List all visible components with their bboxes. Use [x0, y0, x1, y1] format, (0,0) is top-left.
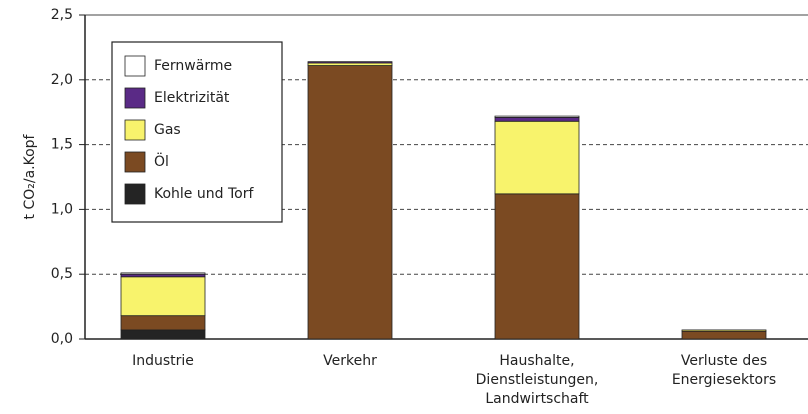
bar-segment [494, 116, 580, 122]
bar-segment [120, 329, 206, 340]
y-tick-label: 2,0 [51, 72, 73, 88]
bar-segment [120, 315, 206, 331]
bar-segment [307, 65, 393, 340]
legend-label: Elektrizität [154, 90, 230, 106]
legend-swatch [124, 87, 146, 109]
legend-swatch [124, 151, 146, 173]
y-tick-label: 1,0 [51, 201, 73, 217]
bar-segment [494, 120, 580, 195]
legend-label: Fernwärme [154, 58, 232, 74]
bar-segment [681, 330, 767, 340]
legend-swatch [124, 119, 146, 141]
x-tick-label: Verluste des Energiesektors [672, 353, 776, 388]
legend-label: Kohle und Torf [154, 186, 254, 202]
x-tick-label: Industrie [132, 353, 194, 369]
bar-segment [120, 272, 206, 275]
y-tick-label: 0,0 [51, 331, 73, 347]
y-tick-label: 1,5 [51, 137, 73, 153]
legend-label: Öl [154, 152, 169, 170]
bar-segment [307, 61, 393, 64]
legend-label: Gas [154, 122, 181, 138]
legend: Kohle und Torf Öl Gas Elektrizität Fernwärme [111, 41, 283, 223]
legend-swatch [124, 55, 146, 77]
x-tick-label: Haushalte, Dienstleistungen, Landwirtschaf… [476, 353, 599, 407]
y-axis-label: t CO₂/a.Kopf [22, 133, 38, 219]
y-tick-label: 2,5 [51, 7, 73, 23]
bar-segment [494, 115, 580, 118]
bar-segment [681, 329, 767, 332]
bar-segment [120, 276, 206, 317]
legend-swatch [124, 183, 146, 205]
bar-segment [494, 193, 580, 340]
y-tick-label: 0,5 [51, 266, 73, 282]
x-tick-label: Verkehr [323, 353, 377, 369]
